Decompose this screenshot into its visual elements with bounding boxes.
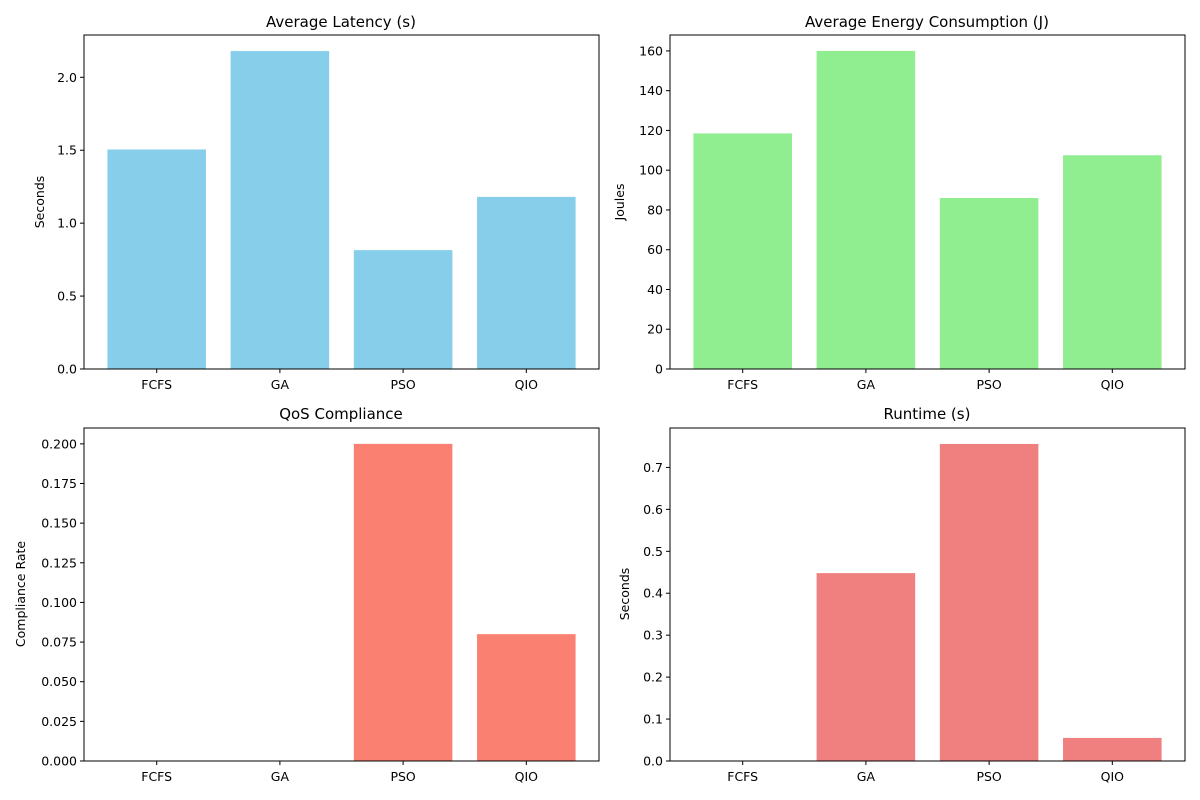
x-tick-label: GA [271,377,290,392]
chart-latency: Average Latency (s) Seconds 0.0 0.5 1.0 1.5… [32,13,600,392]
y-axis-label: Joules [612,184,627,222]
x-tick-label: PSO [976,377,1001,392]
y-tick-label: 0.200 [41,436,77,451]
y-tick-label: 100 [639,163,663,178]
y-tick-label: 120 [639,123,663,138]
y-tick-label: 0.025 [41,714,77,729]
x-tick-label: PSO [390,769,415,784]
x-tick-label: PSO [390,377,415,392]
y-tick-label: 160 [639,43,663,58]
bar-ga [230,51,330,369]
bar-qio [1063,737,1162,761]
y-tick-label: 60 [647,242,663,257]
chart-qos: QoS Compliance Compliance Rate 0.000 0.02… [13,405,600,784]
y-axis-label: Seconds [617,568,632,621]
x-tick-label: FCFS [727,769,758,784]
y-tick-label: 0.0 [643,754,663,769]
x-tick-label: QIO [1101,377,1125,392]
chart-title: Runtime (s) [884,405,971,423]
y-axis-label: Seconds [32,176,47,229]
x-tick-label: QIO [515,377,539,392]
y-tick-label: 40 [647,282,663,297]
bar-pso [353,443,453,761]
x-tick-label: QIO [1101,769,1125,784]
y-tick-label: 0.7 [643,460,663,475]
x-tick-label: FCFS [141,769,172,784]
y-tick-label: 0.1 [643,712,663,727]
axes-frame [83,34,600,370]
y-tick-label: 0.000 [41,754,77,769]
y-tick-label: 0.075 [41,635,77,650]
bar-ga [816,573,916,761]
axes-frame [669,427,1186,762]
y-tick-label: 20 [647,322,663,337]
bar-pso [939,198,1039,369]
x-tick-label: QIO [515,769,539,784]
bar-qio [1063,155,1162,369]
y-tick-label: 0.100 [41,595,77,610]
chart-title: Average Energy Consumption (J) [805,13,1049,31]
chart-runtime: Runtime (s) Seconds 0.0 0.1 0.2 0.3 0.4 0.5 0.… [617,405,1186,784]
x-tick-label: GA [857,377,876,392]
y-tick-label: 0.5 [643,544,663,559]
y-tick-label: 0.3 [643,628,663,643]
y-tick-label: 0.0 [57,362,77,377]
y-tick-label: 0 [655,362,663,377]
y-tick-label: 0.050 [41,674,77,689]
axes-frame [669,34,1186,370]
x-tick-label: PSO [976,769,1001,784]
y-tick-label: 0.5 [57,289,77,304]
bar-ga [816,50,916,370]
y-tick-label: 0.4 [643,586,663,601]
bar-pso [939,443,1039,761]
y-tick-label: 0.150 [41,516,77,531]
bar-qio [477,196,576,369]
y-tick-label: 0.2 [643,670,663,685]
bar-pso [353,250,453,369]
y-tick-label: 0.175 [41,476,77,491]
x-tick-label: FCFS [727,377,758,392]
y-tick-label: 140 [639,83,663,98]
axes-frame [83,427,600,762]
y-tick-label: 0.6 [643,502,663,517]
y-axis-label: Compliance Rate [13,541,28,648]
chart-title: QoS Compliance [279,405,403,423]
bar-qio [477,634,576,761]
y-tick-label: 80 [647,202,663,217]
y-tick-label: 0.125 [41,555,77,570]
x-tick-label: GA [271,769,290,784]
x-tick-label: GA [857,769,876,784]
bar-fcfs [693,133,792,369]
x-tick-label: FCFS [141,377,172,392]
chart-title: Average Latency (s) [266,13,416,31]
bar-fcfs [107,149,206,369]
y-tick-label: 2.0 [57,70,77,85]
y-tick-label: 1.0 [57,216,77,231]
chart-energy: Average Energy Consumption (J) Joules 0 2… [612,13,1186,392]
y-tick-label: 1.5 [57,143,77,158]
